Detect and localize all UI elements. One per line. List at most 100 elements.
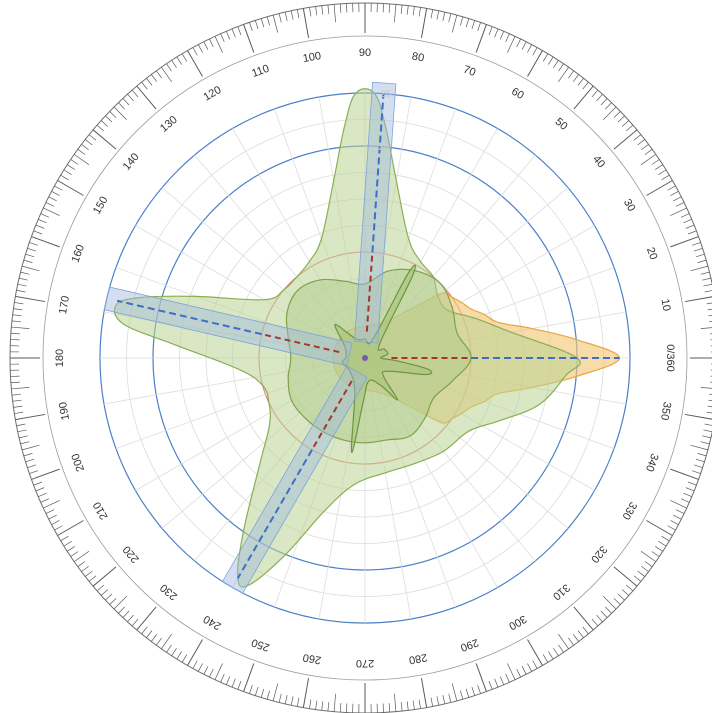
protractor-tick	[11, 393, 21, 396]
protractor-tick	[14, 302, 24, 305]
protractor-tick	[703, 283, 712, 287]
protractor-tick	[35, 224, 45, 229]
protractor-tick	[10, 381, 20, 384]
protractor-tick	[471, 686, 476, 696]
angle-label: 310	[550, 581, 572, 602]
protractor-tick	[488, 26, 493, 36]
angle-label: 190	[57, 401, 72, 421]
protractor-tick	[43, 500, 60, 509]
protractor-tick	[708, 315, 712, 317]
protractor-tick	[290, 10, 294, 20]
protractor-tick	[702, 277, 711, 281]
protractor-tick	[225, 31, 231, 40]
angle-label: 340	[643, 452, 661, 473]
protractor-tick	[420, 8, 428, 39]
protractor-tick	[14, 411, 24, 414]
protractor-tick	[302, 8, 310, 39]
angle-label: 10	[658, 298, 672, 312]
protractor-tick	[192, 47, 198, 56]
protractor-tick	[77, 561, 86, 567]
protractor-tick	[448, 693, 452, 703]
protractor-tick	[225, 676, 231, 685]
protractor-tick	[388, 703, 391, 713]
protractor-tick	[92, 129, 117, 150]
angle-label: 80	[411, 51, 425, 65]
protractor-tick	[109, 111, 117, 118]
angle-label: 240	[202, 612, 224, 632]
protractor-tick	[709, 393, 712, 395]
protractor-tick	[192, 660, 198, 669]
protractor-tick	[577, 78, 584, 86]
protractor-tick	[704, 290, 712, 293]
protractor-tick	[448, 13, 452, 23]
protractor-tick	[284, 12, 288, 21]
protractor-tick	[436, 10, 440, 20]
protractor-tick	[661, 174, 670, 181]
protractor-tick	[181, 53, 188, 62]
protractor-tick	[558, 633, 569, 649]
protractor-tick	[527, 50, 543, 77]
protractor-tick	[709, 321, 712, 323]
protractor-tick	[654, 164, 663, 170]
protractor-tick	[136, 606, 157, 631]
series-layer	[113, 88, 621, 588]
protractor-tick	[45, 509, 55, 514]
protractor-tick	[702, 435, 711, 439]
protractor-tick	[63, 541, 72, 547]
series-area-4	[334, 264, 433, 454]
protractor-tick	[670, 468, 699, 480]
protractor-tick	[231, 678, 236, 688]
protractor-tick	[505, 33, 510, 43]
protractor-tick	[617, 593, 625, 601]
protractor-tick	[220, 33, 225, 43]
protractor-tick	[327, 702, 330, 712]
protractor-tick	[436, 696, 440, 706]
angle-label: 250	[250, 636, 271, 654]
protractor-tick	[613, 129, 638, 150]
protractor-tick	[29, 242, 38, 246]
protractor-tick	[553, 647, 559, 656]
protractor-inner-circle	[42, 35, 688, 681]
protractor-tick	[198, 663, 203, 672]
protractor-tick	[667, 525, 676, 531]
protractor-tick	[105, 115, 113, 123]
protractor-tick	[17, 283, 27, 287]
protractor-tick	[637, 139, 645, 146]
protractor-tick	[339, 703, 342, 713]
protractor-scale	[9, 2, 712, 713]
protractor-tick	[60, 174, 69, 181]
protractor-tick	[527, 44, 532, 53]
protractor-tick	[25, 458, 35, 463]
protractor-tick	[220, 673, 225, 683]
protractor-tick	[321, 701, 324, 711]
protractor-tick	[658, 169, 667, 175]
protractor-tick	[400, 4, 403, 14]
protractor-tick	[48, 196, 57, 202]
protractor-tick	[412, 6, 415, 16]
protractor-tick	[67, 546, 76, 552]
protractor-tick	[625, 124, 634, 132]
protractor-tick	[558, 63, 564, 72]
protractor-tick	[31, 236, 60, 248]
protractor-tick	[532, 660, 538, 669]
protractor-tick	[661, 535, 670, 542]
protractor-tick	[13, 308, 23, 311]
protractor-tick	[637, 570, 645, 577]
protractor-tick	[553, 60, 559, 69]
protractor-tick	[161, 67, 172, 83]
protractor-tick	[284, 695, 288, 704]
protractor-tick	[707, 308, 712, 311]
angle-label: 150	[91, 195, 111, 217]
protractor-tick	[685, 487, 695, 492]
protractor-tick	[40, 213, 50, 218]
protractor-tick	[658, 541, 667, 547]
protractor-tick	[92, 566, 117, 587]
angle-label: 40	[590, 153, 607, 170]
protractor-tick	[171, 60, 177, 69]
protractor-tick	[237, 680, 242, 690]
protractor-tick	[582, 626, 589, 635]
protractor-tick	[54, 525, 63, 531]
protractor-tick	[640, 551, 656, 562]
protractor-tick	[605, 606, 612, 614]
